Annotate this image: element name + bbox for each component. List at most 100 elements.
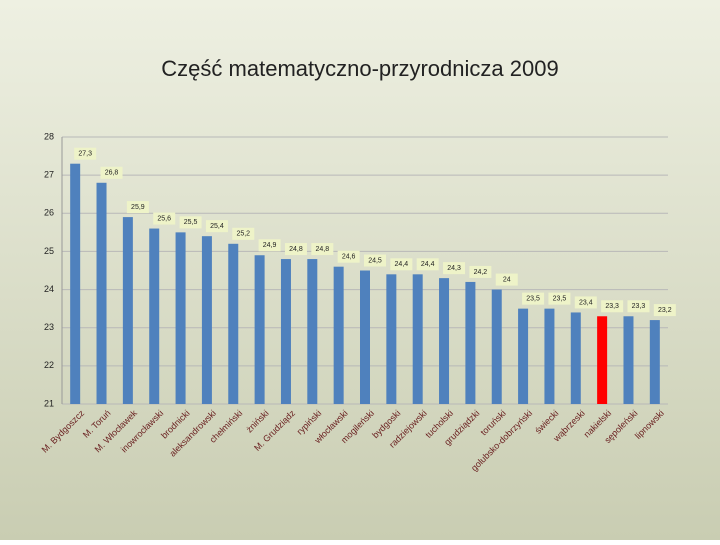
data-label-group: 24,8 <box>311 243 334 256</box>
bar <box>360 270 370 404</box>
bar <box>570 312 581 404</box>
data-label-group: 26,8 <box>100 166 123 179</box>
bar <box>439 278 450 404</box>
data-label: 26,8 <box>105 170 119 177</box>
data-label: 24,8 <box>289 246 303 253</box>
data-label-group: 24 <box>495 273 518 286</box>
y-tick-label: 21 <box>44 398 54 408</box>
data-label-box <box>126 201 149 214</box>
bar <box>333 266 344 404</box>
data-label-group: 24,5 <box>364 254 386 267</box>
bar <box>149 228 160 404</box>
data-label-group: 23,3 <box>601 300 624 313</box>
data-label: 24,4 <box>421 261 435 268</box>
data-label-group: 24,9 <box>258 239 281 252</box>
data-label-box <box>627 300 650 313</box>
data-label: 23,5 <box>553 295 567 302</box>
data-label: 24,5 <box>368 257 382 264</box>
data-label-box <box>443 262 466 275</box>
bar <box>175 232 186 404</box>
data-label: 23,3 <box>605 303 619 310</box>
data-label-group: 24,4 <box>416 258 439 271</box>
bar <box>623 316 634 404</box>
data-label: 23,2 <box>658 307 672 314</box>
data-label-group: 25,6 <box>153 212 176 225</box>
bar <box>96 182 107 404</box>
data-label: 24,6 <box>342 254 356 261</box>
y-tick-label: 24 <box>44 284 54 294</box>
y-tick-label: 23 <box>44 322 54 332</box>
data-label-group: 24,8 <box>284 243 307 256</box>
bar <box>122 217 133 404</box>
data-label: 25,4 <box>210 223 224 230</box>
y-tick-label: 27 <box>44 170 54 180</box>
data-label: 24,3 <box>447 265 461 272</box>
data-label: 24 <box>503 276 511 283</box>
data-label: 27,3 <box>78 151 92 158</box>
bar <box>597 316 608 404</box>
data-label: 24,8 <box>315 246 329 253</box>
data-label-group: 23,2 <box>653 304 676 317</box>
bar <box>386 274 397 404</box>
bar <box>307 259 318 404</box>
data-label-box <box>205 220 228 233</box>
data-label-box <box>179 216 202 229</box>
data-label-group: 25,9 <box>126 201 149 214</box>
data-label-group: 27,3 <box>74 147 97 160</box>
data-label: 23,4 <box>579 299 593 306</box>
data-label-group: 24,3 <box>443 262 466 275</box>
data-label-group: 24,4 <box>390 258 413 271</box>
data-label: 25,6 <box>157 215 171 222</box>
data-label: 25,2 <box>236 231 250 238</box>
data-label-box <box>153 212 176 225</box>
chart-title: Część matematyczno-przyrodnicza 2009 <box>161 56 558 81</box>
bar <box>254 255 265 404</box>
data-label-box <box>469 265 492 278</box>
bar <box>491 289 502 404</box>
data-label: 25,5 <box>184 219 198 226</box>
data-label-box <box>284 243 307 256</box>
data-label-box <box>574 296 597 309</box>
data-label-box <box>74 147 97 160</box>
data-label: 23,3 <box>632 303 646 310</box>
data-label-group: 23,3 <box>627 300 650 313</box>
bar <box>70 163 81 404</box>
bar <box>412 274 423 404</box>
data-label: 23,5 <box>526 295 540 302</box>
bar <box>649 320 660 404</box>
data-label-group: 25,2 <box>232 227 255 240</box>
y-tick-label: 26 <box>44 208 54 218</box>
data-label-box <box>495 273 518 286</box>
bar <box>518 308 529 404</box>
data-label-box <box>653 304 676 317</box>
data-label-box <box>390 258 413 271</box>
y-tick-label: 25 <box>44 246 54 256</box>
data-label-box <box>311 243 334 256</box>
y-tick-label: 28 <box>44 131 54 141</box>
data-label: 24,4 <box>395 261 409 268</box>
bar <box>544 308 555 404</box>
data-label: 25,9 <box>131 204 145 211</box>
data-label-box <box>416 258 439 271</box>
data-label-box <box>232 227 255 240</box>
data-label-group: 25,4 <box>205 220 228 233</box>
data-label-group: 23,5 <box>548 292 571 305</box>
bar <box>201 236 212 404</box>
data-label-box <box>337 250 360 263</box>
data-label-box <box>258 239 281 252</box>
data-label: 24,2 <box>474 269 488 276</box>
data-label-group: 25,5 <box>179 216 202 229</box>
data-label-group: 23,4 <box>574 296 597 309</box>
data-label-box <box>601 300 624 313</box>
data-label: 24,9 <box>263 242 277 249</box>
data-label-box <box>364 254 386 267</box>
bar <box>465 281 476 404</box>
data-label-group: 23,5 <box>522 292 545 305</box>
data-label-box <box>522 292 545 305</box>
bar <box>280 259 291 404</box>
data-label-box <box>100 166 123 179</box>
bar <box>228 243 239 404</box>
y-tick-label: 22 <box>44 360 54 370</box>
